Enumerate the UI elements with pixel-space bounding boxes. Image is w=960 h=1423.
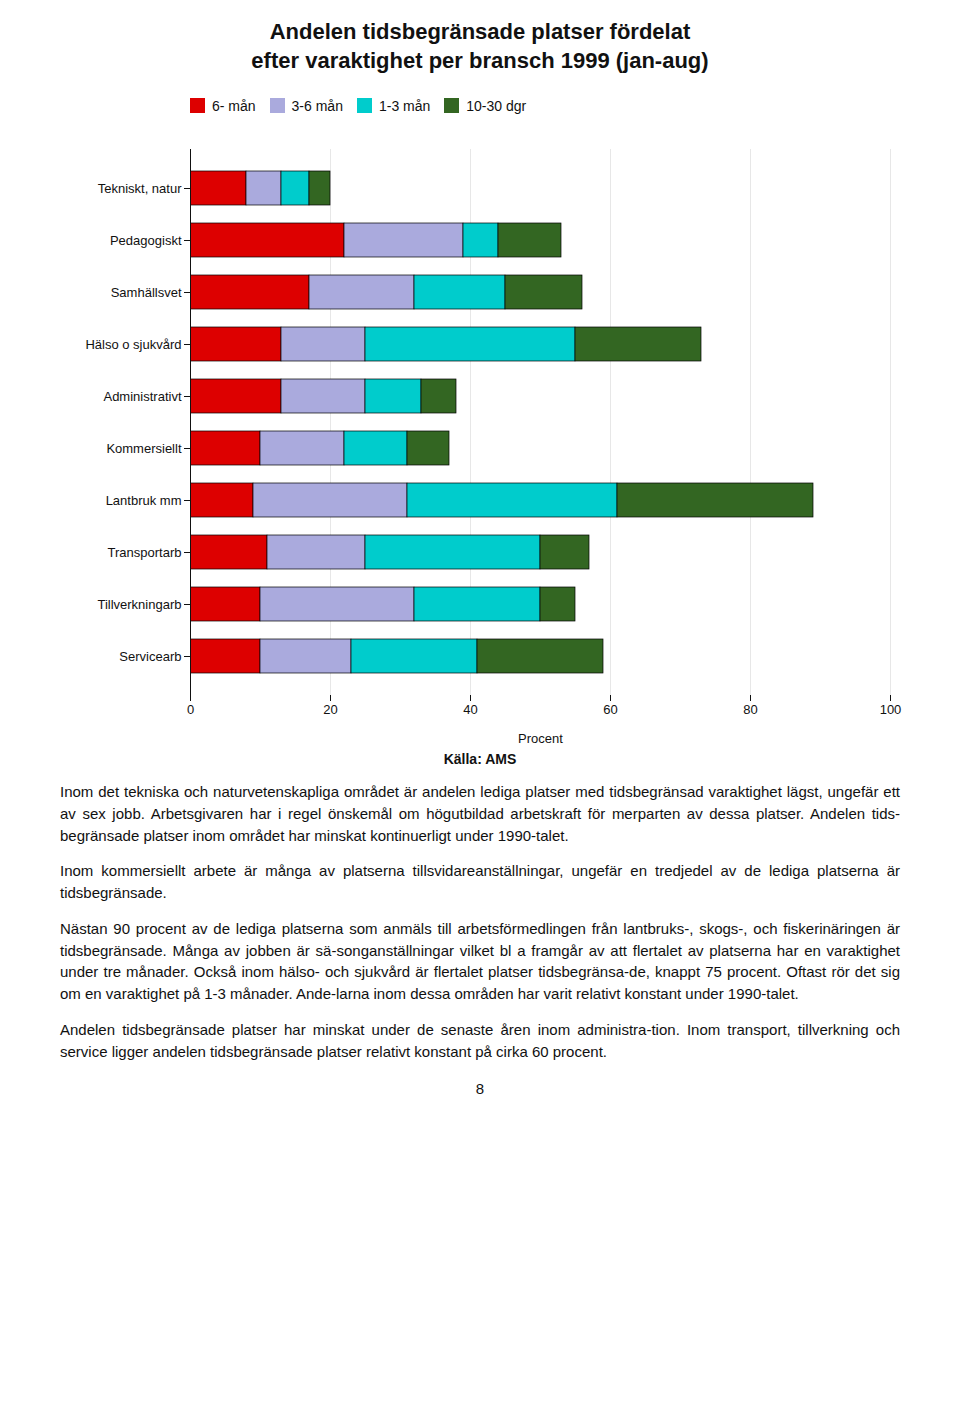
svg-text:Tekniskt, natur: Tekniskt, natur	[98, 181, 182, 196]
svg-text:Servicearb: Servicearb	[119, 649, 181, 664]
html-text:efter varaktighet per bransch: efter varaktighet per bransch 1999 (jan-…	[251, 47, 709, 73]
html-text:Inom det tekniska och naturvet: Inom det tekniska och naturvetenskapliga…	[60, 783, 900, 844]
svg-text:Lantbruk mm: Lantbruk mm	[106, 493, 182, 508]
html-text:Andelen tidsbegränsade platser: Andelen tidsbegränsade platser fördelat	[269, 19, 691, 44]
html-text:1-3 mån: 1-3 mån	[378, 97, 431, 114]
svg-text:Pedagogiskt: Pedagogiskt	[110, 233, 182, 248]
svg-text:Procent: Procent	[518, 731, 563, 746]
svg-text:100: 100	[880, 702, 902, 717]
svg-text:40: 40	[463, 702, 477, 717]
html-text:Källa: AMS: Källa: AMS	[443, 751, 517, 768]
html-text:10-30 dgr: 10-30 dgr	[466, 97, 527, 114]
svg-text:Kommersiellt: Kommersiellt	[106, 441, 182, 456]
svg-text:Administrativt: Administrativt	[103, 389, 181, 404]
svg-text:Hälso o sjukvård: Hälso o sjukvård	[85, 337, 181, 352]
html-text:Nästan 90 procent av de lediga: Nästan 90 procent av de lediga platserna…	[60, 919, 900, 1003]
html-text:Andelen tidsbegränsade platser: Andelen tidsbegränsade platser har minsk…	[60, 1020, 900, 1060]
svg-text:80: 80	[743, 702, 757, 717]
html-text:Inom kommersiellt arbete är må: Inom kommersiellt arbete är många av pla…	[60, 862, 900, 902]
svg-text:Transportarb: Transportarb	[108, 545, 182, 560]
html-text:3-6 mån: 3-6 mån	[291, 97, 343, 114]
svg-text:0: 0	[187, 702, 194, 717]
html-text:8: 8	[475, 1080, 485, 1098]
html-text:6- mån: 6- mån	[212, 97, 256, 114]
svg-text:20: 20	[323, 702, 337, 717]
svg-text:Samhällsvet: Samhällsvet	[111, 285, 182, 300]
svg-text:60: 60	[603, 702, 617, 717]
svg-text:Tillverkningarb: Tillverkningarb	[97, 597, 181, 612]
